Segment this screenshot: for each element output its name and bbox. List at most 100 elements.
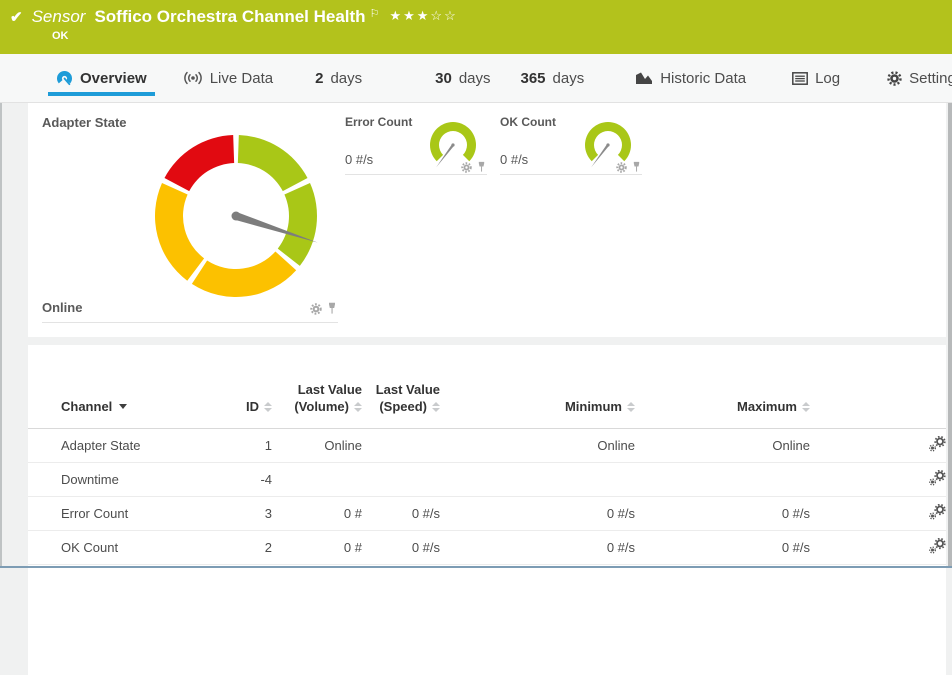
tab-log[interactable]: Log	[792, 54, 840, 102]
error-count-gauge	[429, 121, 477, 174]
table-row: Error Count 3 0 # 0 #/s 0 #/s 0 #/s	[28, 496, 946, 531]
gauge-icon	[57, 70, 72, 85]
sort-arrows-icon	[354, 402, 362, 412]
channel-id-cell: 3	[208, 496, 272, 531]
col-header-last-value-speed[interactable]: Last Value (Speed)	[362, 345, 440, 429]
sensor-status-text: OK	[52, 30, 69, 42]
channel-settings-cell	[810, 496, 946, 531]
gauges-panel: Adapter State Online Error Count 0 #/s	[28, 103, 946, 337]
last-value-volume-cell: 0 #	[272, 496, 362, 531]
channel-settings-gears-icon[interactable]	[929, 469, 946, 486]
ok-count-block: OK Count 0 #/s	[500, 115, 642, 179]
last-value-volume-cell: 0 #	[272, 530, 362, 565]
tab-historic-data[interactable]: Historic Data	[635, 54, 746, 102]
divider	[345, 174, 487, 175]
table-row: OK Count 2 0 # 0 #/s 0 #/s 0 #/s	[28, 530, 946, 565]
maximum-cell: 0 #/s	[635, 496, 810, 531]
channel-id-cell: -4	[208, 462, 272, 497]
channel-settings-cell	[810, 530, 946, 565]
tab-live-data[interactable]: Live Data	[183, 54, 273, 102]
minimum-cell: 0 #/s	[440, 496, 635, 531]
col-header-minimum[interactable]: Minimum	[440, 345, 635, 429]
tab-30-days[interactable]: 30 days	[435, 69, 491, 87]
pin-icon[interactable]	[632, 161, 641, 173]
gauge-settings-gear-icon[interactable]	[616, 161, 627, 173]
gear-icon	[887, 70, 902, 86]
pin-icon[interactable]	[477, 161, 486, 173]
gauge-settings-gear-icon[interactable]	[461, 161, 472, 173]
last-value-speed-cell: 0 #/s	[362, 530, 440, 565]
area-chart-icon	[636, 72, 653, 84]
channel-id-cell: 2	[208, 530, 272, 565]
tab-overview[interactable]: Overview	[48, 54, 155, 102]
sort-arrows-icon	[264, 402, 272, 412]
sort-arrows-icon	[432, 402, 440, 412]
error-count-block: Error Count 0 #/s	[345, 115, 487, 179]
sort-desc-caret-icon	[119, 404, 128, 409]
table-row: Adapter State 1 Online Online Online	[28, 429, 946, 463]
channel-settings-gears-icon[interactable]	[929, 435, 946, 452]
error-count-gauge-actions	[461, 161, 486, 173]
error-count-gauge-value: 0 #/s	[345, 152, 374, 167]
sort-arrows-icon	[627, 402, 635, 412]
ok-count-gauge-value: 0 #/s	[500, 152, 529, 167]
window-left-edge	[0, 103, 2, 568]
col-header-id[interactable]: ID	[208, 345, 272, 429]
minimum-cell: Online	[597, 438, 635, 453]
channel-settings-cell	[810, 462, 946, 497]
maximum-cell: Online	[772, 438, 810, 453]
last-value-speed-cell	[362, 429, 440, 463]
sensor-header: ✔ Sensor Soffico Orchestra Channel Healt…	[0, 0, 952, 54]
adapter-state-gauge-title: Adapter State	[42, 115, 127, 130]
last-value-volume-cell: Online	[324, 438, 362, 453]
live-data-icon	[183, 71, 202, 85]
last-value-speed-cell: 0 #/s	[362, 496, 440, 531]
tab-2-days[interactable]: 2 days	[315, 69, 363, 87]
table-header-row: Channel ID Last Value (Volume) Last Valu…	[28, 345, 946, 429]
last-value-speed-cell	[362, 462, 440, 497]
channel-name-cell[interactable]: Error Count	[28, 496, 208, 531]
error-count-gauge-title: Error Count	[345, 115, 413, 129]
col-header-maximum[interactable]: Maximum	[635, 345, 810, 429]
minimum-cell: 0 #/s	[440, 530, 635, 565]
channel-id-cell: 1	[264, 438, 272, 453]
sensor-title: Soffico Orchestra Channel Health	[94, 7, 366, 26]
channel-name-cell[interactable]: OK Count	[28, 530, 208, 565]
divider	[500, 174, 642, 175]
minimum-cell	[440, 462, 635, 497]
col-header-edit	[810, 345, 946, 429]
gauge-settings-gear-icon[interactable]	[310, 302, 322, 315]
maximum-cell	[635, 462, 810, 497]
channel-settings-gears-icon[interactable]	[929, 503, 946, 520]
tab-bar: Overview Live Data 2 days 30 days 365 days …	[0, 54, 952, 103]
object-type-label: Sensor	[31, 7, 86, 26]
flag-icon[interactable]: ⚐	[369, 7, 380, 20]
scrollbar[interactable]	[948, 103, 952, 568]
divider	[42, 322, 338, 323]
channel-settings-cell	[810, 429, 946, 463]
col-header-channel[interactable]: Channel	[28, 345, 208, 429]
pin-icon[interactable]	[327, 302, 337, 315]
tab-365-days[interactable]: 365 days	[520, 69, 585, 87]
content-area: Adapter State Online Error Count 0 #/s	[0, 103, 952, 675]
last-value-volume-cell	[272, 462, 362, 497]
channels-panel: Channel ID Last Value (Volume) Last Valu…	[28, 345, 946, 675]
adapter-state-gauge-actions	[310, 302, 337, 315]
window-bottom-edge	[0, 566, 952, 568]
sort-arrows-icon	[802, 402, 810, 412]
tab-settings[interactable]: Settings	[887, 54, 952, 102]
channel-name-cell[interactable]: Downtime	[28, 462, 208, 497]
log-list-icon	[792, 71, 809, 85]
maximum-cell: 0 #/s	[635, 530, 810, 565]
adapter-state-gauge	[150, 130, 322, 307]
ok-count-gauge	[584, 121, 632, 174]
channel-name-cell[interactable]: Adapter State	[61, 438, 141, 453]
table-row: Downtime -4	[28, 462, 946, 497]
ok-count-gauge-actions	[616, 161, 641, 173]
status-ok-check-icon: ✔	[10, 9, 23, 26]
ok-count-gauge-title: OK Count	[500, 115, 556, 129]
channels-table: Channel ID Last Value (Volume) Last Valu…	[28, 345, 946, 565]
col-header-last-value-volume[interactable]: Last Value (Volume)	[272, 345, 362, 429]
priority-stars[interactable]: ★★★☆☆	[389, 8, 458, 23]
channel-settings-gears-icon[interactable]	[929, 537, 946, 554]
